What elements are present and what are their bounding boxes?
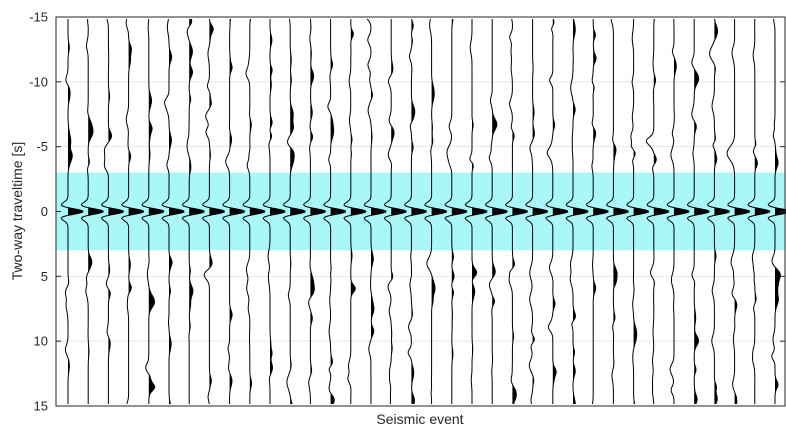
seismic-trace (747, 18, 771, 404)
seismic-trace (505, 18, 528, 405)
seismic-trace (726, 19, 750, 405)
seismic-trace (343, 19, 367, 404)
seismic-trace (80, 18, 104, 404)
seismic-trace (222, 18, 245, 405)
y-axis-label: Two-way traveltime [s] (9, 142, 25, 280)
seismic-trace (242, 18, 266, 405)
y-tick-label: 0 (41, 204, 48, 219)
seismic-trace (303, 18, 326, 404)
seismic-trace (565, 18, 589, 405)
seismic-trace (545, 18, 569, 404)
seismic-trace (464, 18, 488, 404)
seismic-trace (282, 18, 306, 405)
y-tick-label: -10 (29, 74, 48, 89)
seismic-trace (161, 18, 185, 405)
seismic-trace (424, 18, 447, 405)
seismic-trace (585, 19, 609, 405)
seismic-trace (606, 18, 629, 404)
y-tick-label: 5 (41, 269, 48, 284)
seismic-trace (767, 18, 786, 404)
trace-fill (573, 19, 588, 404)
y-tick-label: -5 (36, 139, 48, 154)
traces (60, 18, 786, 405)
seismic-trace (181, 18, 205, 404)
trace-fill (411, 19, 427, 404)
seismic-trace (363, 18, 387, 404)
seismic-trace (323, 19, 346, 405)
seismic-trace (383, 19, 407, 405)
trace-fill (593, 29, 609, 298)
y-tick-label: 10 (34, 334, 48, 349)
seismic-trace (525, 18, 548, 405)
x-axis-label: Seismic event (376, 411, 463, 427)
seismic-trace (404, 18, 427, 405)
y-tick-label: -15 (29, 10, 48, 25)
trace-fill (431, 80, 447, 308)
seismic-trace (645, 18, 670, 405)
seismic-trace (444, 18, 468, 404)
seismic-trace (101, 18, 124, 404)
seismic-trace (666, 18, 690, 405)
seismic-trace (141, 18, 165, 404)
seismic-trace (202, 18, 225, 405)
seismic-trace (707, 18, 730, 405)
seismic-trace (686, 19, 710, 405)
seismic-trace (121, 18, 144, 405)
seismic-trace (626, 18, 649, 405)
y-tick-label: 15 (34, 399, 48, 414)
trace-fill (714, 20, 730, 404)
seismic-trace (60, 19, 84, 404)
y-axis-ticks: -15 -10 -5 0 5 10 15 (29, 10, 785, 414)
seismic-trace (484, 19, 508, 404)
seismic-trace (262, 19, 286, 404)
